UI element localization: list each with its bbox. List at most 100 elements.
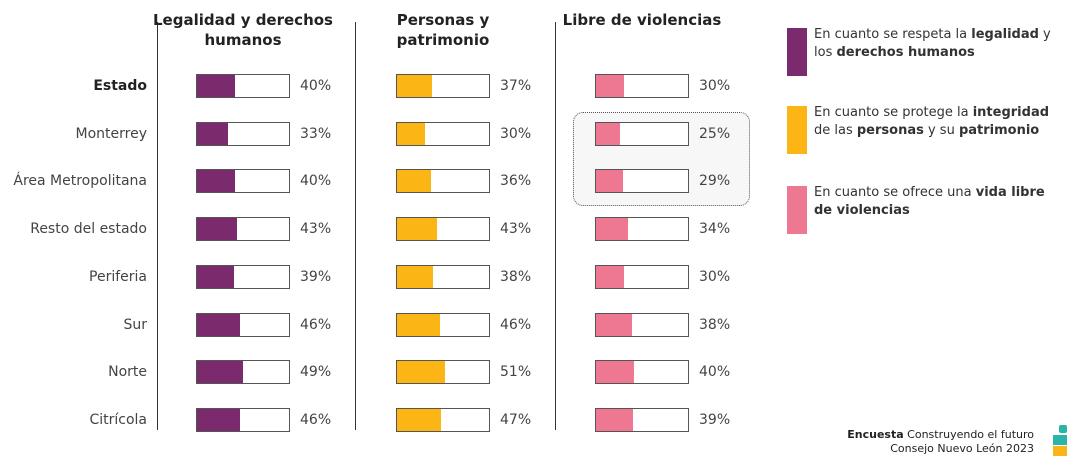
- bar-track: [595, 74, 689, 98]
- category-label: Área Metropolitana: [13, 173, 147, 190]
- legend-text: En cuanto se respeta la legalidad y los …: [814, 26, 1066, 62]
- bar-track: [396, 169, 490, 194]
- value-label: 37%: [500, 78, 532, 94]
- legend-text-part: patrimonio: [958, 123, 1040, 138]
- category-label: Norte: [108, 364, 147, 381]
- bar-track: [595, 407, 689, 432]
- category-label: Periferia: [89, 268, 147, 285]
- category-label: Resto del estado: [30, 221, 147, 238]
- bar: [397, 218, 438, 241]
- legend-text-part: personas: [856, 123, 924, 138]
- bar-track: [196, 360, 290, 385]
- bar-track: [196, 169, 290, 194]
- bar: [197, 122, 229, 145]
- bar-track: [396, 407, 490, 432]
- column-title: Legalidad y derechos humanos: [153, 11, 333, 49]
- legend-text-part: y su: [923, 123, 959, 138]
- value-label: 38%: [699, 316, 731, 333]
- footer-line: Consejo Nuevo León 2023: [890, 442, 1034, 455]
- bar-track: [396, 312, 490, 337]
- legend-text-part: derechos humanos: [836, 45, 975, 60]
- legend-swatch: [787, 186, 807, 234]
- bar: [596, 408, 633, 431]
- footer-line: Construyendo el futuro: [903, 428, 1034, 441]
- value-label: 40%: [699, 364, 731, 381]
- value-label: 40%: [300, 173, 332, 190]
- bar: [596, 218, 628, 241]
- bar: [197, 361, 244, 384]
- value-label: 40%: [300, 78, 332, 94]
- category-label: Citrícola: [89, 411, 147, 428]
- legend-text-part: y los: [814, 27, 1051, 60]
- bar-track: [396, 121, 490, 146]
- bar: [397, 75, 432, 97]
- bar-track: [595, 264, 689, 289]
- legend-swatch: [787, 28, 807, 76]
- bar-track: [396, 217, 490, 242]
- value-label: 39%: [699, 411, 731, 428]
- value-label: 39%: [300, 268, 332, 285]
- value-label: 46%: [500, 316, 532, 333]
- value-label: 30%: [699, 78, 731, 94]
- value-label: 38%: [500, 268, 532, 285]
- value-label: 29%: [699, 173, 731, 190]
- bar-track: [196, 74, 290, 98]
- column-title: Libre de violencias: [562, 11, 722, 29]
- value-label: 43%: [500, 221, 532, 238]
- bar: [197, 408, 241, 431]
- legend-text: En cuanto se ofrece una vida libre de vi…: [814, 184, 1066, 220]
- bar-track: [396, 360, 490, 385]
- category-label: Sur: [123, 316, 147, 333]
- bar: [596, 361, 634, 384]
- bar-track: [595, 312, 689, 337]
- value-label: 30%: [699, 268, 731, 285]
- bar: [397, 265, 433, 288]
- separator: [555, 22, 556, 430]
- legend-text-part: integridad: [972, 105, 1050, 120]
- bar-track: [595, 169, 689, 194]
- bar: [596, 265, 625, 288]
- bar: [397, 313, 441, 336]
- bar: [397, 361, 445, 384]
- bar: [596, 75, 625, 97]
- legend-text-part: legalidad: [971, 27, 1039, 42]
- bar-track: [595, 360, 689, 385]
- bar: [596, 313, 632, 336]
- bar: [197, 313, 241, 336]
- value-label: 49%: [300, 364, 332, 381]
- value-label: 25%: [699, 125, 731, 142]
- bar-track: [595, 121, 689, 146]
- category-label: Monterrey: [75, 125, 147, 142]
- bar-track: [396, 264, 490, 289]
- column-title: Personas y patrimonio: [396, 11, 490, 49]
- value-label: 51%: [500, 364, 532, 381]
- value-label: 34%: [699, 221, 731, 238]
- bar: [397, 408, 442, 431]
- bar-track: [595, 217, 689, 242]
- category-label: Estado: [93, 78, 147, 94]
- footer: Encuesta Construyendo el futuro Consejo N…: [847, 428, 1034, 456]
- logo: [1053, 425, 1067, 456]
- bar-track: [396, 74, 490, 98]
- value-label: 33%: [300, 125, 332, 142]
- bar: [596, 122, 620, 145]
- bar: [197, 170, 235, 193]
- value-label: 46%: [300, 411, 332, 428]
- value-label: 47%: [500, 411, 532, 428]
- legend-text-part: de las: [814, 123, 857, 138]
- bar: [197, 265, 234, 288]
- legend-text-part: En cuanto se respeta la: [814, 27, 972, 42]
- bar-track: [196, 217, 290, 242]
- value-label: 46%: [300, 316, 332, 333]
- bar-track: [196, 121, 290, 146]
- legend-swatch: [787, 106, 807, 154]
- bar-track: [196, 264, 290, 289]
- bar: [197, 218, 238, 241]
- value-label: 36%: [500, 173, 532, 190]
- value-label: 30%: [500, 125, 532, 142]
- separator: [355, 22, 356, 430]
- separator: [157, 22, 158, 430]
- legend-text-part: En cuanto se protege la: [814, 105, 973, 120]
- bar-track: [196, 312, 290, 337]
